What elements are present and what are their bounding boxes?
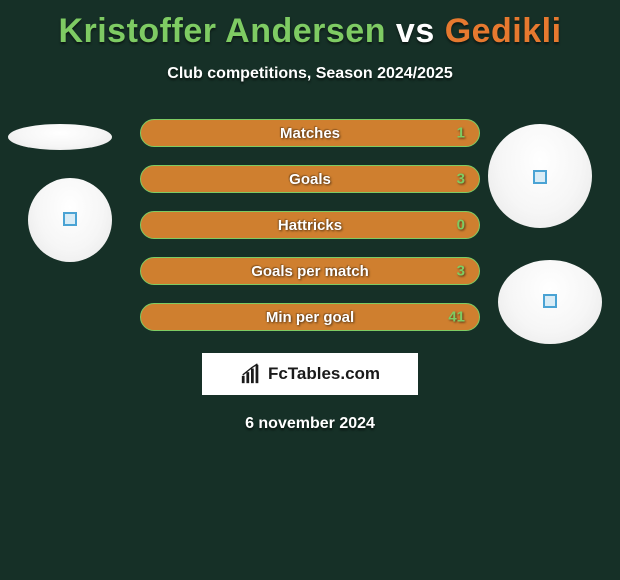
brand-box: FcTables.com — [202, 353, 418, 395]
title-player1: Kristoffer Andersen — [58, 12, 386, 50]
stat-value: 3 — [457, 171, 465, 188]
stat-row-goals-per-match: Goals per match 3 — [140, 257, 480, 285]
stat-row-goals: Goals 3 — [140, 165, 480, 193]
title-player2: Gedikli — [445, 12, 562, 50]
stat-row-min-per-goal: Min per goal 41 — [140, 303, 480, 331]
stat-value: 3 — [457, 263, 465, 280]
missing-image-icon — [533, 170, 547, 184]
stat-value: 41 — [448, 309, 465, 326]
stat-value: 1 — [457, 125, 465, 142]
stat-row-matches: Matches 1 — [140, 119, 480, 147]
date-line: 6 november 2024 — [0, 415, 620, 433]
page-title: Kristoffer Andersen vs Gedikli — [0, 0, 620, 51]
subtitle: Club competitions, Season 2024/2025 — [0, 65, 620, 83]
stat-label: Goals per match — [251, 263, 369, 280]
missing-image-icon — [543, 294, 557, 308]
decor-ellipse — [8, 124, 112, 150]
stat-label: Goals — [289, 171, 331, 188]
stat-label: Min per goal — [266, 309, 354, 326]
brand-text: FcTables.com — [268, 364, 380, 384]
missing-image-icon — [63, 212, 77, 226]
stat-label: Hattricks — [278, 217, 342, 234]
title-vs: vs — [386, 12, 445, 50]
brand-chart-icon — [240, 363, 262, 385]
stat-row-hattricks: Hattricks 0 — [140, 211, 480, 239]
stat-bars: Matches 1 Goals 3 Hattricks 0 Goals per … — [140, 119, 480, 331]
stat-label: Matches — [280, 125, 340, 142]
stat-value: 0 — [457, 217, 465, 234]
